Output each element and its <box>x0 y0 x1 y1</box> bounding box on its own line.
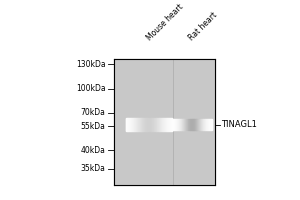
Text: Rat heart: Rat heart <box>187 11 219 43</box>
Text: 70kDa: 70kDa <box>80 108 105 117</box>
Text: TINAGL1: TINAGL1 <box>221 120 257 129</box>
Text: Mouse heart: Mouse heart <box>145 3 185 43</box>
Text: 100kDa: 100kDa <box>76 84 105 93</box>
Text: 35kDa: 35kDa <box>80 164 105 173</box>
Text: 40kDa: 40kDa <box>80 146 105 155</box>
Text: 55kDa: 55kDa <box>80 122 105 131</box>
Bar <box>114 59 215 185</box>
Text: 130kDa: 130kDa <box>76 60 105 69</box>
